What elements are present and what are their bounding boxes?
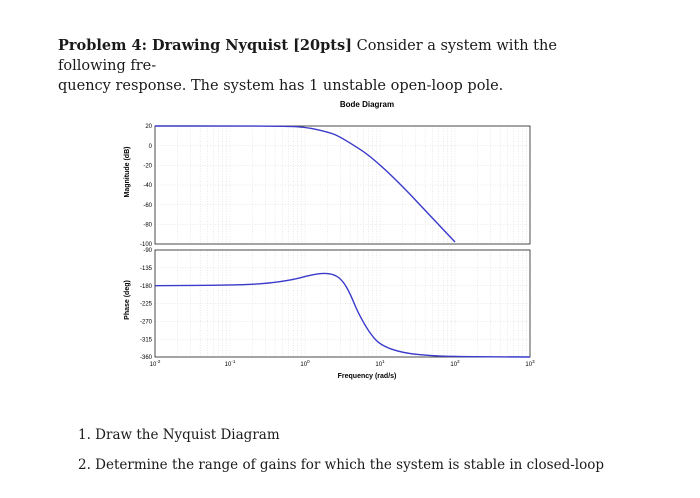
frequency-xlabel: Frequency (rad/s) (338, 373, 397, 380)
phase-ytick-label: -180 (140, 284, 153, 290)
chart-title: Bode Diagram (340, 100, 394, 109)
phase-ytick-label: -90 (143, 248, 152, 254)
phase-ylabel: Phase (deg) (124, 280, 131, 320)
task-item-2: 2. Determine the range of gains for whic… (78, 457, 604, 473)
magnitude-series-line (155, 125, 456, 243)
phase-ytick-label: -270 (140, 320, 153, 326)
magnitude-ylabel: Magnitude (dB) (124, 147, 131, 198)
problem-text-line2: quency response. The system has 1 unstab… (58, 78, 504, 94)
phase-ytick-label: -360 (140, 355, 153, 361)
xtick-label: 103 (525, 359, 535, 368)
phase-axes-box (154, 249, 531, 358)
xtick-label: 10-1 (225, 359, 236, 368)
magnitude-ytick-label: -20 (143, 164, 152, 170)
phase-ytick-label: -135 (140, 266, 153, 272)
magnitude-axes-box (154, 125, 531, 245)
magnitude-ytick-label: 0 (149, 144, 153, 150)
problem-statement: Problem 4: Drawing Nyquist [20pts] Consi… (58, 36, 618, 96)
task-item-1: 1. Draw the Nyquist Diagram (78, 427, 280, 443)
phase-ytick-label: -225 (140, 302, 153, 308)
magnitude-ytick-label: -40 (143, 183, 152, 189)
task-list: 1. Draw the Nyquist Diagram 2. Determine… (78, 420, 604, 480)
xtick-label: 10-2 (150, 359, 161, 368)
phase-ytick-label: -315 (140, 337, 153, 343)
bode-diagram: Bode Diagram 20 0 -20 -40 -60 -80 -100 -90 -135… (124, 100, 535, 380)
problem-title: Problem 4: Drawing Nyquist [20pts] (58, 37, 352, 54)
phase-series-line (154, 272, 531, 358)
xtick-label: 102 (450, 359, 460, 368)
xtick-label: 101 (375, 359, 385, 368)
magnitude-ytick-label: -60 (143, 203, 152, 209)
magnitude-ytick-label: -100 (140, 242, 153, 248)
magnitude-ytick-label: 20 (145, 124, 152, 130)
xtick-label: 100 (300, 359, 310, 368)
magnitude-ytick-label: -80 (143, 223, 152, 229)
problem-text-line1: Consider a system with the following fre… (58, 38, 557, 74)
magnitude-plot: 20 0 -20 -40 -60 -80 -100 (140, 124, 531, 248)
